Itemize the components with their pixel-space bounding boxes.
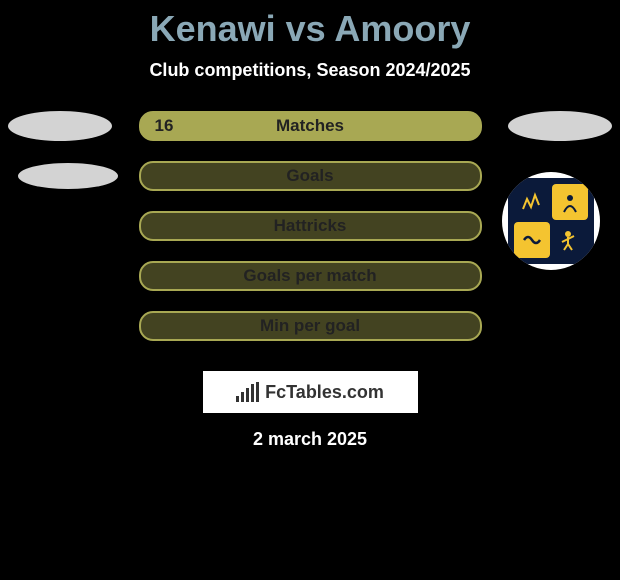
stat-bar-goals-per-match: Goals per match bbox=[139, 261, 482, 291]
player-right-placeholder-icon bbox=[508, 111, 612, 141]
club-badge-inner bbox=[508, 178, 594, 264]
stat-value-left: 16 bbox=[155, 116, 174, 136]
badge-quadrant-icon bbox=[552, 184, 588, 220]
stat-row-matches: 16 Matches bbox=[0, 109, 620, 143]
club-badge-icon bbox=[502, 172, 600, 270]
stat-label: Min per goal bbox=[260, 316, 360, 336]
stat-row-min-per-goal: Min per goal bbox=[0, 309, 620, 343]
player-left-placeholder-icon bbox=[18, 163, 118, 189]
page-subtitle: Club competitions, Season 2024/2025 bbox=[149, 60, 470, 81]
infographic-date: 2 march 2025 bbox=[253, 429, 367, 450]
stat-label: Goals per match bbox=[243, 266, 376, 286]
badge-quadrant-icon bbox=[552, 222, 588, 258]
player-left-placeholder-icon bbox=[8, 111, 112, 141]
stat-label: Goals bbox=[286, 166, 333, 186]
branding-badge: FcTables.com bbox=[203, 371, 418, 413]
branding-text: FcTables.com bbox=[265, 382, 384, 403]
stat-bar-hattricks: Hattricks bbox=[139, 211, 482, 241]
stat-label: Hattricks bbox=[274, 216, 347, 236]
page-title: Kenawi vs Amoory bbox=[150, 8, 471, 50]
stat-bar-min-per-goal: Min per goal bbox=[139, 311, 482, 341]
bar-chart-icon bbox=[236, 382, 259, 402]
stat-label: Matches bbox=[276, 116, 344, 136]
badge-quadrant-icon bbox=[514, 184, 550, 220]
stat-bar-matches: 16 Matches bbox=[139, 111, 482, 141]
badge-quadrant-icon bbox=[514, 222, 550, 258]
stat-bar-goals: Goals bbox=[139, 161, 482, 191]
